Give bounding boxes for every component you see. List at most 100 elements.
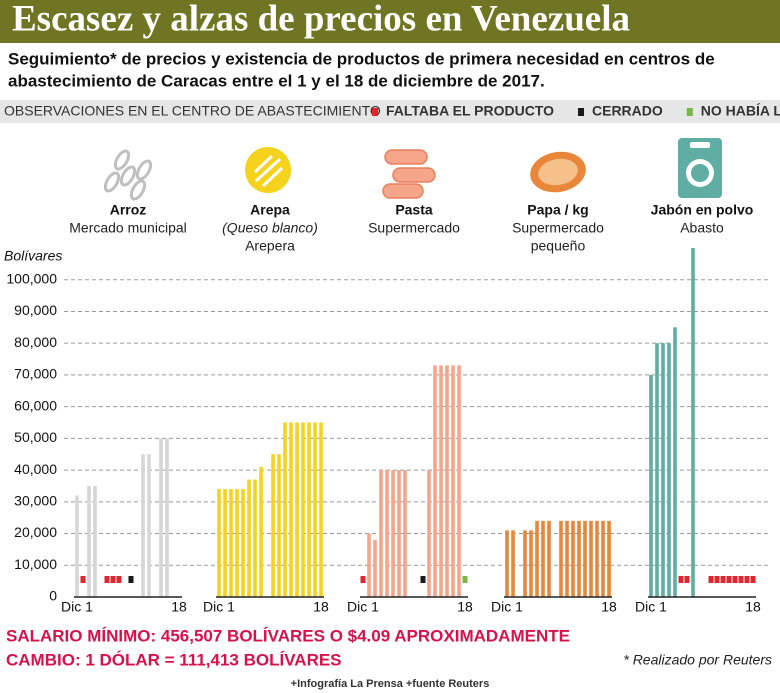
bar xyxy=(367,533,371,597)
bar xyxy=(559,520,563,597)
status-marker xyxy=(678,576,684,583)
panel-title: Arroz xyxy=(110,202,147,218)
status-marker xyxy=(726,576,732,583)
legend-label: NO HABÍA LUZ xyxy=(701,103,780,119)
title-bar xyxy=(0,0,780,43)
bar xyxy=(589,520,593,597)
bar xyxy=(571,520,575,597)
bar xyxy=(457,365,461,597)
x-tick-label: 18 xyxy=(745,599,761,615)
bar xyxy=(577,520,581,597)
bar xyxy=(373,539,377,597)
legend-title: OBSERVACIONES EN EL CENTRO DE ABASTECIMI… xyxy=(4,103,381,119)
status-marker xyxy=(714,576,720,583)
panel-title: Jabón en polvo xyxy=(651,202,754,218)
bar xyxy=(511,530,515,597)
y-tick-label: 50,000 xyxy=(14,429,57,445)
bar xyxy=(159,438,163,597)
subtitle: abastecimiento de Caracas entre el 1 y e… xyxy=(8,71,545,90)
bar xyxy=(241,489,245,597)
bar xyxy=(427,470,431,597)
icon-potato xyxy=(530,151,586,193)
bar xyxy=(655,343,659,597)
y-tick-label: 90,000 xyxy=(14,302,57,318)
y-tick-label: 70,000 xyxy=(14,366,57,382)
bar xyxy=(607,520,611,597)
panel-title: Arepa xyxy=(250,202,290,218)
bar xyxy=(565,520,569,597)
bar xyxy=(433,365,437,597)
x-tick-label: Dic 1 xyxy=(61,599,93,615)
panel-subtitle: Supermercado xyxy=(512,220,604,236)
y-axis-label: Bolívares xyxy=(4,248,62,264)
status-marker xyxy=(80,576,86,583)
bar xyxy=(217,489,221,597)
x-tick-label: 18 xyxy=(171,599,187,615)
bar xyxy=(313,422,317,597)
bar xyxy=(283,422,287,597)
panel-title: Pasta xyxy=(395,202,433,218)
panel: Papa / kg Supermercado pequeño Dic 1 18 xyxy=(491,202,617,615)
status-marker xyxy=(104,576,110,583)
legend-bar xyxy=(0,100,780,123)
legend-swatch xyxy=(686,108,693,116)
bar xyxy=(271,454,275,597)
panel-subtitle: Mercado municipal xyxy=(69,220,187,236)
bar xyxy=(661,343,665,597)
status-marker xyxy=(738,576,744,583)
x-tick-label: Dic 1 xyxy=(203,599,235,615)
bar xyxy=(403,470,407,597)
bar xyxy=(259,466,263,597)
bar xyxy=(253,479,257,597)
status-marker xyxy=(708,576,714,583)
bar xyxy=(319,422,323,597)
bar xyxy=(397,470,401,597)
y-tick-label: 80,000 xyxy=(14,334,57,350)
bar xyxy=(277,454,281,597)
icon-rice xyxy=(103,149,153,201)
bar xyxy=(147,454,151,597)
bar xyxy=(247,479,251,597)
plot: 0 10,000 20,000 30,000 40,000 50,000 60,000 70,… xyxy=(6,202,770,615)
bar xyxy=(649,374,653,597)
bar xyxy=(541,520,545,597)
icon-arepa xyxy=(245,147,291,193)
y-tick-label: 30,000 xyxy=(14,493,57,509)
bar xyxy=(87,485,91,597)
status-marker xyxy=(116,576,122,583)
bar xyxy=(439,365,443,597)
panel-subtitle: pequeño xyxy=(531,238,586,254)
bar xyxy=(379,470,383,597)
y-tick-label: 100,000 xyxy=(6,270,57,286)
bar xyxy=(523,530,527,597)
bar xyxy=(595,520,599,597)
bar xyxy=(307,422,311,597)
y-tick-label: 10,000 xyxy=(14,556,57,572)
legend-swatch xyxy=(372,108,378,116)
y-tick-label: 40,000 xyxy=(14,461,57,477)
bar xyxy=(223,489,227,597)
status-marker xyxy=(420,576,426,583)
bar xyxy=(505,530,509,597)
bar xyxy=(289,422,293,597)
panel: Pasta Supermercado Dic 1 18 xyxy=(347,202,473,615)
bar xyxy=(229,489,233,597)
x-tick-label: 18 xyxy=(457,599,473,615)
bar xyxy=(295,422,299,597)
bar xyxy=(529,530,533,597)
credit: * Realizado por Reuters xyxy=(623,652,772,668)
legend-label: FALTABA EL PRODUCTO xyxy=(386,103,554,119)
icon-detergent xyxy=(678,138,722,198)
status-marker xyxy=(110,576,116,583)
x-tick-label: 18 xyxy=(601,599,617,615)
bar xyxy=(583,520,587,597)
legend: FALTABA EL PRODUCTO CERRADO NO HABÍA LUZ xyxy=(372,103,780,119)
bar xyxy=(93,485,97,597)
status-marker xyxy=(360,576,366,583)
icon-pasta xyxy=(382,149,436,199)
panel: Arroz Mercado municipal Dic 1 18 xyxy=(61,202,187,615)
bar xyxy=(165,438,169,597)
exchange-note: CAMBIO: 1 DÓLAR = 111,413 BOLÍVARES xyxy=(6,650,342,669)
bar xyxy=(385,470,389,597)
bar xyxy=(673,327,677,597)
